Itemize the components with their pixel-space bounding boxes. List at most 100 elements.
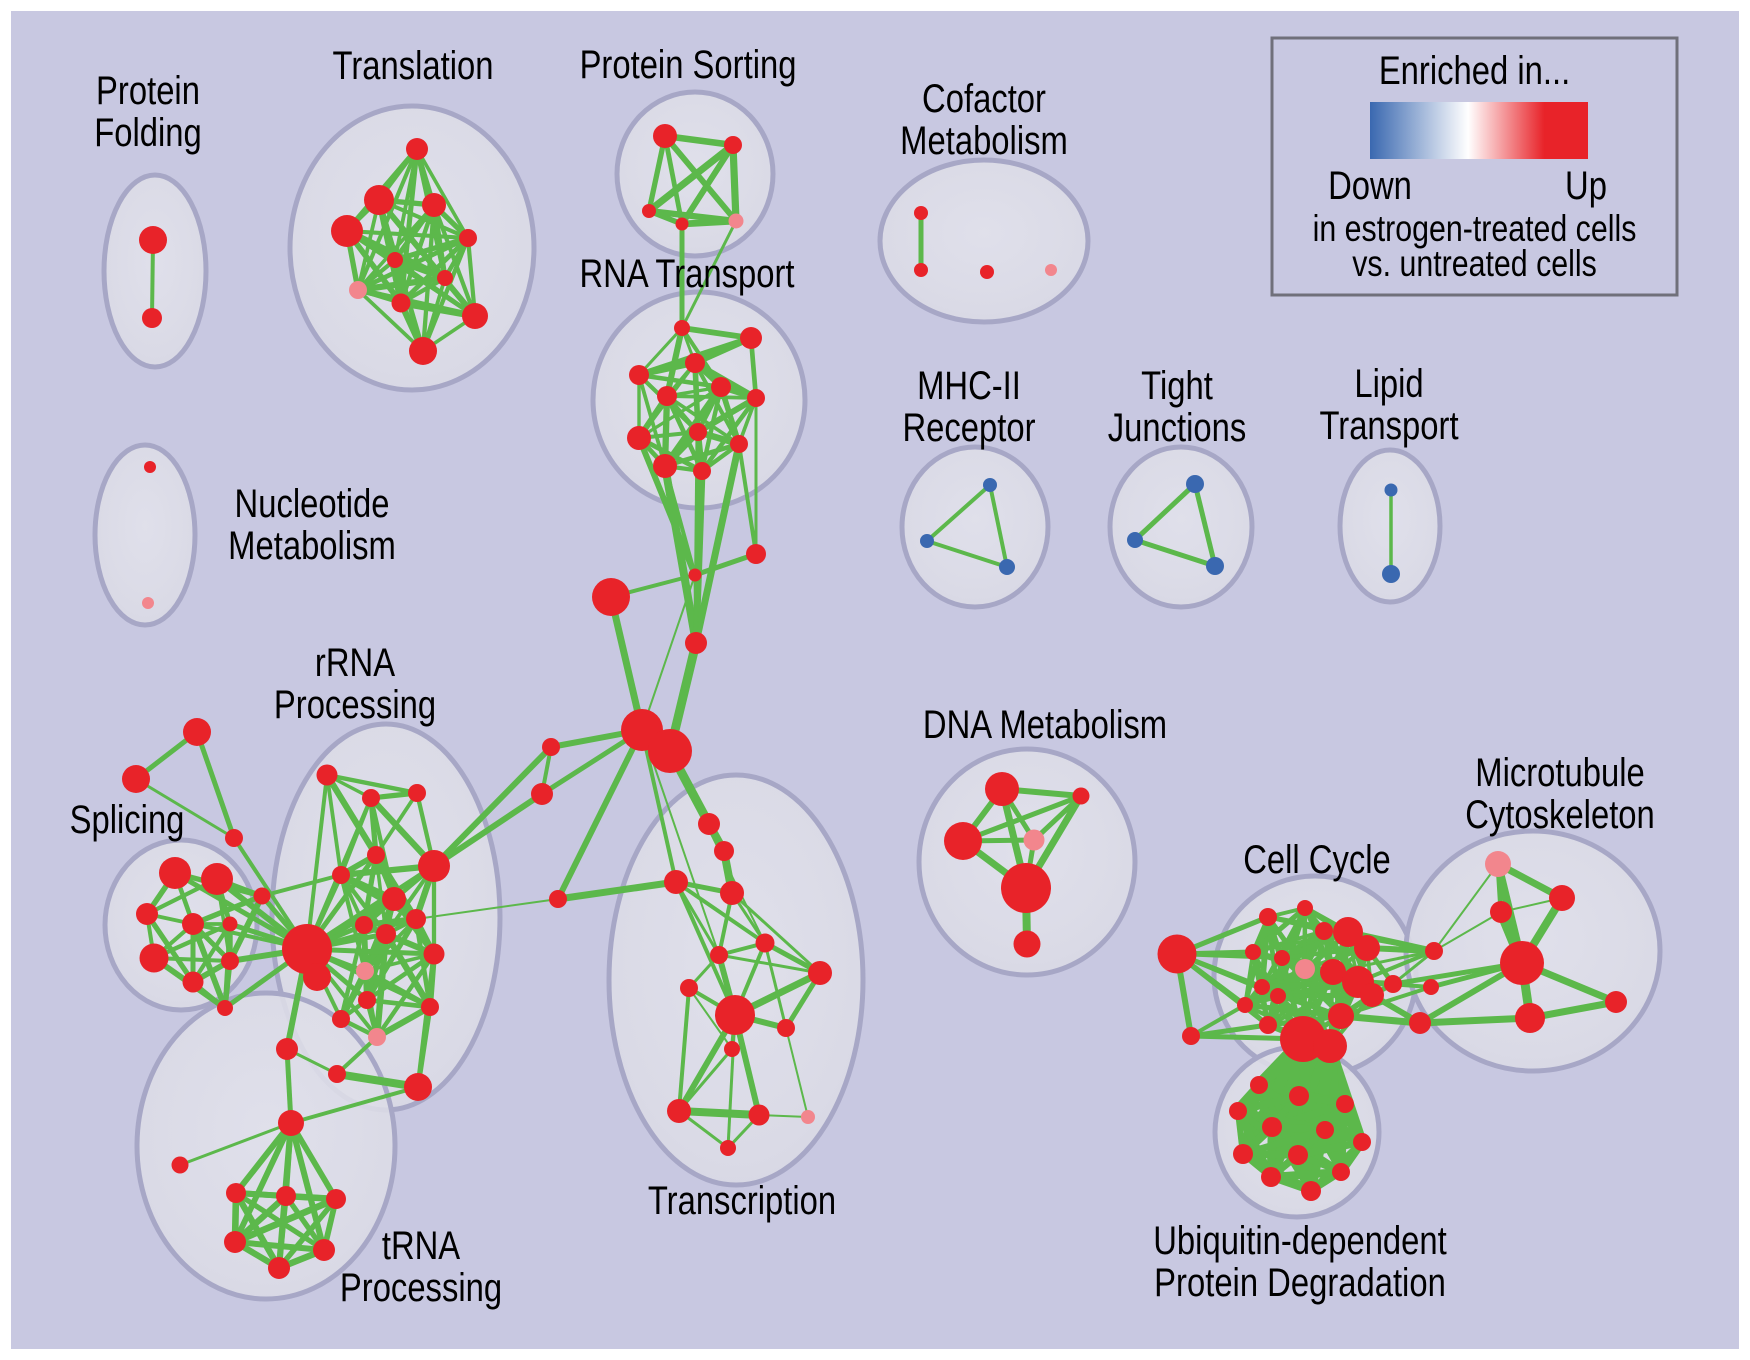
- edge-n2-n4: [232, 1193, 289, 1245]
- gene-set-node-tr5: [459, 229, 477, 247]
- gene-set-node-s3: [182, 913, 204, 935]
- gene-set-node-u4: [1262, 1117, 1282, 1137]
- edge-tr6-tr7: [357, 274, 446, 294]
- gene-set-node-s7: [221, 952, 239, 970]
- cluster-label-microtubule-cytoskeleton-line1: Cytoskeleton: [1465, 792, 1655, 837]
- edge-n2-n6: [276, 1195, 289, 1269]
- edge-r8-r12: [364, 917, 419, 1002]
- gene-set-node-c14: [1237, 997, 1253, 1013]
- edge-nh-n0: [179, 1121, 292, 1167]
- cluster-ellipse-cofactor-metabolism: [877, 157, 1091, 325]
- gene-set-node-mt3: [1500, 941, 1544, 985]
- edge-tr5-tr8: [399, 236, 470, 305]
- cluster-label-mhc-ii-receptor-line0: MHC-II: [917, 363, 1021, 408]
- gene-set-node-t14: [801, 1110, 815, 1124]
- gene-set-node-c7: [1245, 944, 1261, 960]
- gene-set-node-c21: [1425, 942, 1443, 960]
- gene-set-node-rt1: [740, 327, 762, 349]
- gene-set-node-u1: [1289, 1086, 1309, 1106]
- gene-set-node-nm0: [144, 461, 156, 473]
- cluster-label-protein-folding-line0: Protein: [96, 68, 200, 113]
- cluster-label-transcription-line0: Transcription: [648, 1178, 836, 1223]
- gene-set-node-c23: [1423, 979, 1439, 995]
- cluster-label-lipid-transport-line1: Transport: [1319, 403, 1458, 448]
- edge-nh-n3: [288, 1121, 339, 1201]
- gene-set-node-s6: [182, 971, 204, 993]
- gene-set-node-c13: [1254, 979, 1270, 995]
- edge-rt5-rt7: [638, 385, 722, 440]
- edge-t5-t10: [763, 942, 788, 1029]
- edge-hub-s0: [173, 870, 309, 952]
- edge-r8-r10: [363, 917, 418, 973]
- gene-set-node-r14: [332, 1010, 350, 1028]
- edge-m2-b0: [607, 596, 646, 731]
- gene-set-node-ps2: [642, 204, 656, 218]
- edge-ps4-rt0: [680, 220, 738, 329]
- edge-tr1-tr10: [376, 199, 426, 352]
- gene-set-node-mt0: [1485, 851, 1511, 877]
- gene-set-node-rt8: [689, 423, 707, 441]
- edge-tr0-tr5: [415, 148, 470, 239]
- gene-set-node-d1: [1072, 787, 1090, 805]
- gene-set-node-c5: [1333, 917, 1363, 947]
- edge-u1-u3: [1237, 1092, 1300, 1115]
- gene-set-node-rt4: [657, 386, 677, 406]
- gene-set-node-r17: [328, 1065, 346, 1083]
- edge-r10-r11: [364, 952, 435, 973]
- gene-set-node-t0: [698, 813, 720, 835]
- gene-set-node-r10: [356, 962, 374, 980]
- edge-c21-mt0: [1433, 863, 1499, 952]
- cluster-label-microtubule-cytoskeleton-line0: Microtubule: [1475, 750, 1644, 795]
- gene-set-node-mt4: [1515, 1003, 1545, 1033]
- gene-set-node-s1: [201, 863, 233, 895]
- edge-n4-n5: [234, 1239, 325, 1253]
- gene-set-node-r5: [382, 887, 406, 911]
- edge-tr4-tr6: [393, 257, 447, 281]
- gene-set-node-c19: [1313, 1029, 1347, 1063]
- gene-set-node-t5: [755, 933, 775, 953]
- edge-nh-n5: [288, 1122, 327, 1251]
- gene-set-node-m0: [746, 544, 766, 564]
- edge-s3-sx: [192, 893, 263, 927]
- edge-t3-t8: [730, 891, 822, 975]
- edge-tr0-tr7: [356, 148, 419, 291]
- gene-set-node-mt2: [1490, 901, 1512, 923]
- legend-down-label: Down: [1328, 163, 1412, 208]
- gene-set-node-t9: [715, 995, 755, 1035]
- gene-set-node-rt11: [693, 462, 711, 480]
- gene-set-node-t13: [748, 1104, 770, 1126]
- gene-set-node-tj2: [1206, 557, 1224, 575]
- gene-set-node-tj1: [1127, 532, 1143, 548]
- legend-subtitle-line1: in estrogen-treated cells: [1313, 208, 1637, 250]
- gene-set-node-m2: [592, 578, 630, 616]
- gene-set-node-c6: [1354, 935, 1380, 961]
- gene-set-node-n4: [224, 1231, 246, 1253]
- cluster-ellipse-dna-metabolism: [916, 746, 1138, 978]
- edge-c6-c8: [1281, 945, 1368, 961]
- gene-set-node-t6: [710, 946, 728, 964]
- edge-ps3-ps4: [681, 217, 737, 228]
- gene-set-node-tr10: [409, 337, 437, 365]
- gene-set-node-r3: [367, 846, 385, 864]
- edge-r3-r8: [373, 853, 419, 921]
- edge-tr5-tr7: [356, 235, 470, 293]
- cluster-label-nucleotide-metabolism-line1: Metabolism: [228, 523, 396, 568]
- edge-t6-t8: [718, 953, 821, 975]
- gene-set-node-n0: [171, 1156, 189, 1174]
- gene-set-node-pf0: [139, 226, 167, 254]
- gene-set-node-d4: [1001, 863, 1051, 913]
- gene-set-node-c1: [1182, 1027, 1200, 1045]
- edge-c22-mt4: [1419, 1014, 1531, 1027]
- edge-tr5-tr9: [465, 237, 478, 317]
- edge-r0-r2: [326, 772, 418, 796]
- gene-set-node-ps3: [675, 217, 689, 231]
- gene-set-node-rt0: [674, 320, 690, 336]
- edge-r12-r13: [366, 997, 431, 1010]
- edge-nh-r18: [290, 1085, 419, 1125]
- gene-set-node-x2: [225, 829, 243, 847]
- gene-set-node-l1: [531, 783, 553, 805]
- edge-rt10-m3: [661, 465, 700, 644]
- gene-set-node-n1: [226, 1183, 246, 1203]
